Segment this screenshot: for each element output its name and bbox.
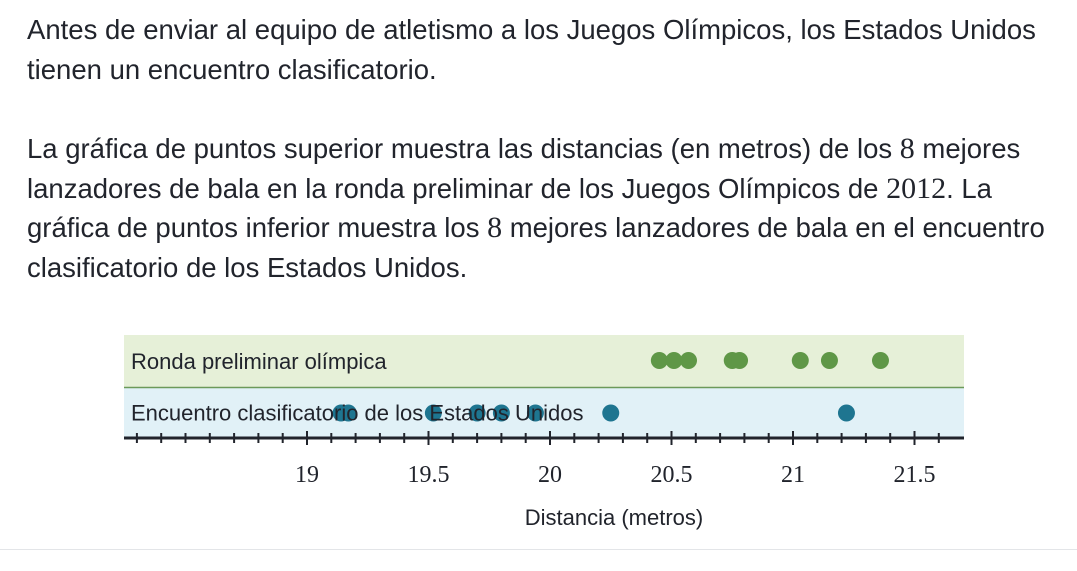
data-point <box>791 352 809 369</box>
data-point <box>424 404 442 422</box>
tick-label: 21.5 <box>894 462 936 488</box>
data-point <box>820 352 838 369</box>
tick-label: 21 <box>781 462 805 488</box>
year-value: 2012 <box>886 171 947 205</box>
data-point <box>871 352 889 369</box>
description-text: La gráfica de puntos superior muestra la… <box>27 133 900 164</box>
data-point <box>837 404 855 422</box>
data-point <box>492 404 510 422</box>
count-value: 8 <box>899 132 915 165</box>
data-point <box>731 352 749 369</box>
x-axis-title: Distancia (metros) <box>525 505 703 530</box>
tick-label: 20.5 <box>651 462 693 488</box>
data-point <box>468 404 486 422</box>
count-value: 8 <box>487 211 503 244</box>
description-text: mejores lanzadores de bala en la ronda p… <box>27 133 1021 204</box>
data-point <box>665 352 683 369</box>
divider <box>0 549 1077 550</box>
series-label: Ronda preliminar olímpica <box>131 349 387 374</box>
data-point <box>339 404 357 422</box>
series-label: Encuentro clasificatorio de los Estados … <box>131 401 583 426</box>
data-point <box>650 352 668 369</box>
data-point <box>526 404 544 422</box>
data-point <box>602 404 620 422</box>
description-text: mejores lanzadores de bala en el encuent… <box>27 212 1045 283</box>
row-band <box>124 388 964 437</box>
tick-label: 19 <box>295 462 319 488</box>
tick-label: 19.5 <box>408 462 450 488</box>
intro-paragraph: Antes de enviar al equipo de atletismo a… <box>27 14 1036 85</box>
tick-label: 20 <box>538 462 562 488</box>
description-text: . La gráfica de puntos inferior muestra … <box>27 172 992 244</box>
data-point <box>680 352 698 369</box>
description-paragraph: La gráfica de puntos superior muestra la… <box>27 129 1067 287</box>
